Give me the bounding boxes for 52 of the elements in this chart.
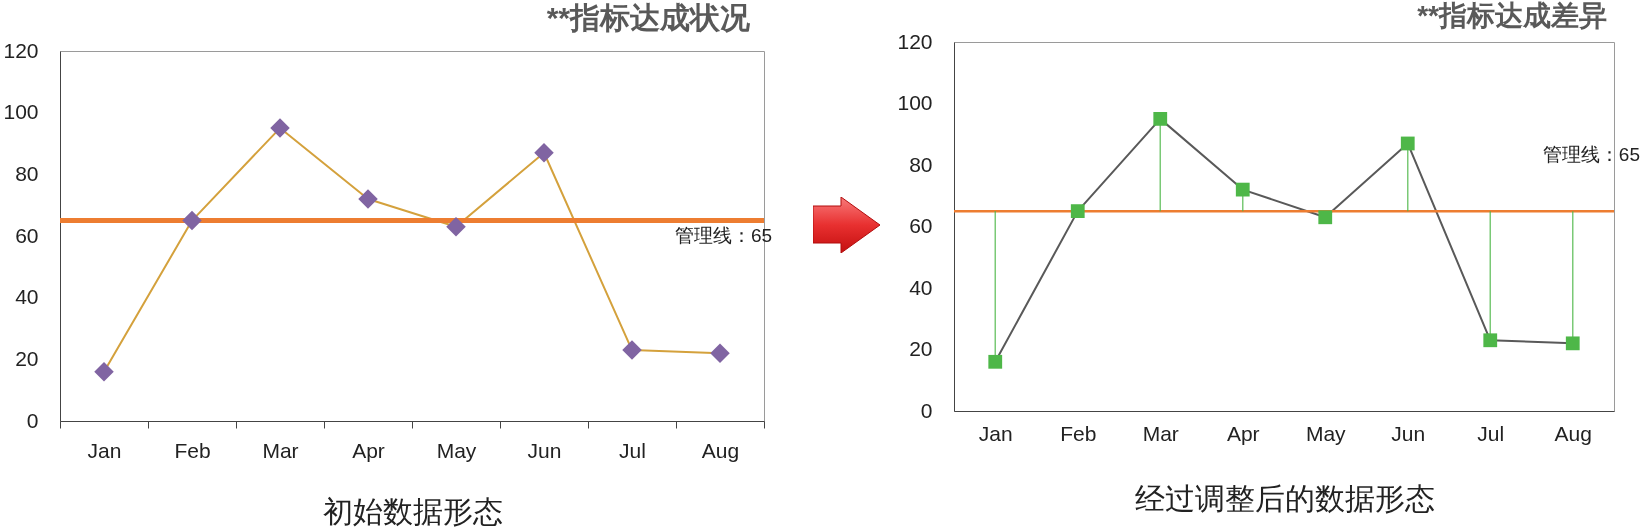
ref-line-label: 管理线：65 bbox=[675, 224, 773, 246]
point bbox=[446, 217, 466, 237]
y-tick-label: 120 bbox=[897, 29, 933, 53]
point bbox=[94, 361, 114, 382]
x-tick-label: Jan bbox=[87, 438, 122, 462]
y-tick-label: 80 bbox=[909, 152, 933, 176]
chart-title: **指标达成状况 bbox=[546, 1, 751, 34]
x-tick-label: Mar bbox=[1142, 421, 1179, 445]
y-tick-label: 0 bbox=[26, 408, 39, 432]
point bbox=[1400, 136, 1415, 151]
x-tick-label: Feb bbox=[1060, 421, 1097, 445]
x-tick-label: Jul bbox=[619, 438, 646, 462]
y-tick-label: 20 bbox=[909, 337, 933, 360]
point bbox=[358, 189, 378, 209]
x-tick-label: May bbox=[436, 438, 477, 462]
point bbox=[1153, 111, 1168, 126]
point bbox=[270, 118, 290, 138]
point bbox=[1483, 333, 1498, 348]
x-tick-label: Jun bbox=[527, 438, 562, 462]
y-tick-label: 60 bbox=[15, 223, 39, 247]
point bbox=[1565, 336, 1580, 351]
x-tick-label: Mar bbox=[262, 438, 299, 462]
point bbox=[1070, 204, 1085, 219]
y-tick-label: 60 bbox=[909, 214, 933, 237]
x-tick-label: Apr bbox=[352, 438, 385, 462]
x-tick-label: Apr bbox=[1226, 421, 1260, 445]
y-tick-label: 100 bbox=[897, 91, 933, 114]
x-tick-label: Jul bbox=[1477, 421, 1505, 445]
y-tick-label: 100 bbox=[3, 100, 39, 124]
y-tick-label: 40 bbox=[15, 285, 39, 309]
y-tick-label: 120 bbox=[3, 38, 39, 62]
x-tick-label: Jun bbox=[1391, 421, 1426, 445]
y-tick-label: 20 bbox=[15, 346, 39, 370]
point bbox=[988, 354, 1003, 369]
x-tick-label: May bbox=[1305, 421, 1347, 445]
y-tick-label: 80 bbox=[15, 161, 39, 185]
point bbox=[534, 143, 554, 163]
y-tick-label: 40 bbox=[909, 275, 933, 299]
x-tick-label: Feb bbox=[174, 438, 211, 462]
x-tick-label: Aug bbox=[1554, 421, 1592, 445]
point bbox=[622, 340, 642, 360]
x-axis-title: 初始数据形态 bbox=[322, 494, 503, 527]
x-axis-title: 经过调整后的数据形态 bbox=[1134, 481, 1435, 515]
point bbox=[1318, 210, 1333, 225]
point bbox=[182, 210, 202, 231]
ref-line-label: 管理线：65 bbox=[1542, 144, 1640, 166]
point bbox=[710, 343, 730, 363]
point bbox=[1235, 182, 1250, 197]
x-tick-label: Aug bbox=[701, 438, 740, 462]
x-tick-label: Jan bbox=[978, 421, 1013, 445]
chart-title: **指标达成差异 bbox=[1417, 0, 1607, 31]
y-tick-label: 0 bbox=[920, 398, 933, 422]
